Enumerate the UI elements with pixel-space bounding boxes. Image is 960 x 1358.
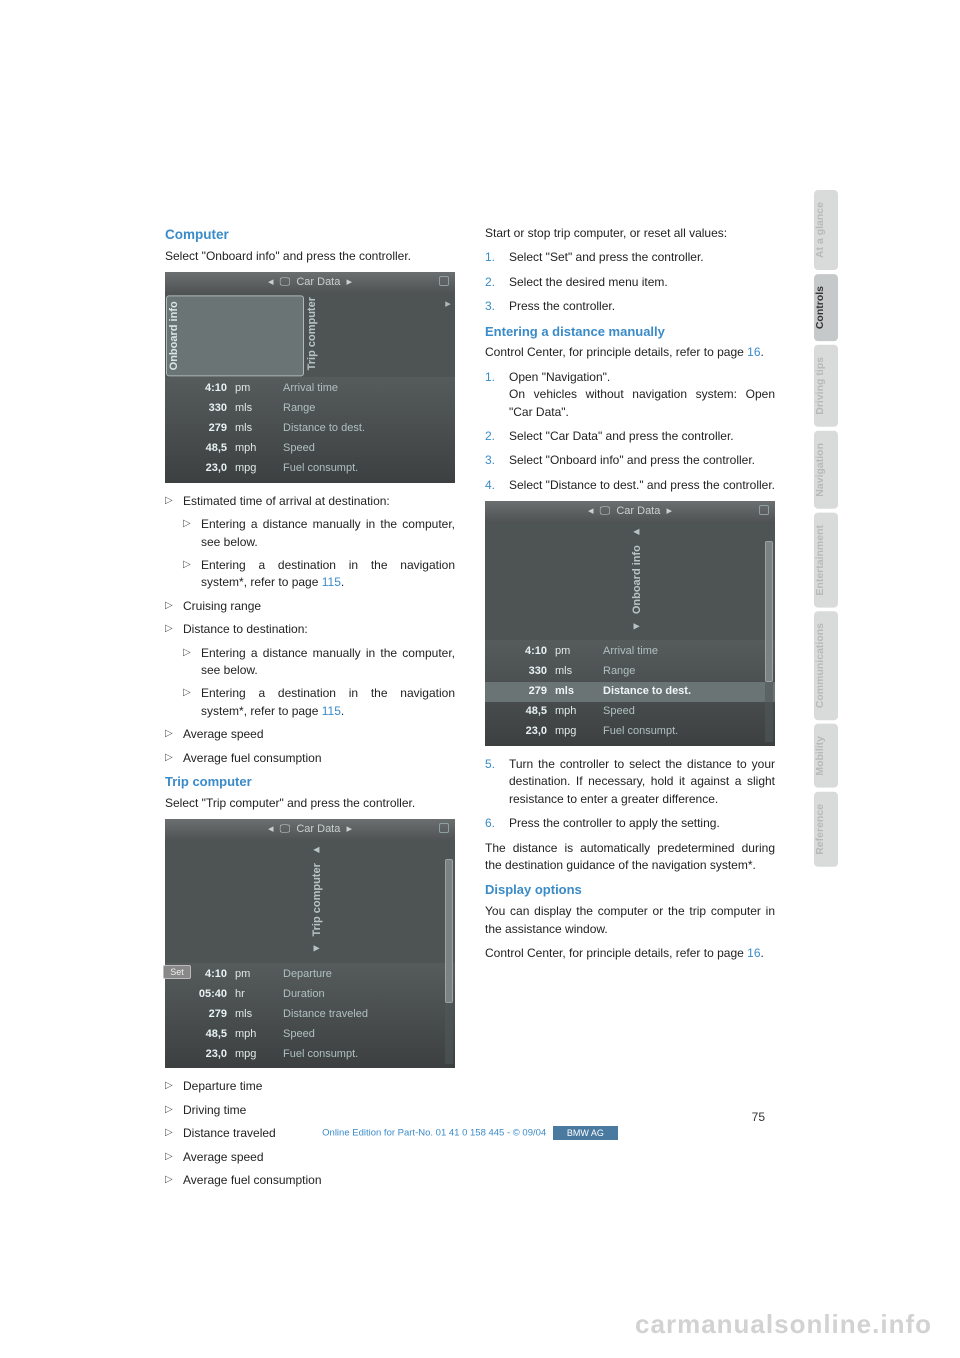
tab-onboard-info: Onboard info <box>166 295 304 376</box>
set-button: Set <box>163 965 191 979</box>
tab-entertainment[interactable]: Entertainment <box>814 513 838 608</box>
list-item: Entering a destination in the navigation… <box>183 685 455 720</box>
table-row: 05:40hrDuration <box>165 985 455 1005</box>
table-row: 48,5mphSpeed <box>485 702 775 722</box>
list-item: 6.Press the controller to apply the sett… <box>485 815 775 832</box>
list-item: Departure time <box>165 1078 455 1095</box>
table-row: 4:10pmArrival time <box>485 642 775 662</box>
subheader-trip: ◂ Trip computer ▸ <box>280 841 340 959</box>
page-footer: 75 Online Edition for Part-No. 01 41 0 1… <box>165 1110 775 1140</box>
page-link[interactable]: 16 <box>747 946 760 960</box>
list-item: Entering a distance manually in the comp… <box>183 645 455 680</box>
table-row: 330mlsRange <box>165 399 455 419</box>
img1-header: ◂ 🖵 Car Data ▸ <box>268 276 352 288</box>
list-item: 3.Select "Onboard info" and press the co… <box>485 452 775 469</box>
page-number: 75 <box>165 1110 775 1124</box>
tab-reference[interactable]: Reference <box>814 792 838 867</box>
table-row: 23,0mpgFuel consumpt. <box>485 722 775 742</box>
watermark: carmanualsonline.info <box>635 1309 932 1340</box>
list-computer-items: Estimated time of arrival at destination… <box>165 493 455 767</box>
table-row: 23,0mpgFuel consumpt. <box>165 459 455 479</box>
right-column: Start or stop trip computer, or reset al… <box>485 225 775 1195</box>
list-item: 2.Select the desired menu item. <box>485 274 775 291</box>
close-icon <box>439 823 449 833</box>
list-item: 2.Select "Car Data" and press the contro… <box>485 428 775 445</box>
list-item: Average speed <box>165 1149 455 1166</box>
arrow-right-icon: ▸ <box>441 294 455 377</box>
list-item: Average fuel consumption <box>165 750 455 767</box>
tab-driving-tips[interactable]: Driving tips <box>814 345 838 427</box>
para-start-stop: Start or stop trip computer, or reset al… <box>485 225 775 242</box>
list-item: Distance to destination: Entering a dist… <box>165 621 455 720</box>
tab-controls[interactable]: Controls <box>814 274 838 341</box>
page-link[interactable]: 115 <box>322 575 341 589</box>
table-row: 48,5mphSpeed <box>165 439 455 459</box>
table-row: 279mlsDistance traveled <box>165 1005 455 1025</box>
list-item: Average fuel consumption <box>165 1172 455 1189</box>
screenshot-distance-to-dest: ◂ 🖵 Car Data ▸ ◂ Onboard info ▸ 4:10pmAr… <box>485 501 775 746</box>
para-computer: Select "Onboard info" and press the cont… <box>165 248 455 265</box>
page-link[interactable]: 16 <box>747 345 760 359</box>
subheader-onboard: ◂ Onboard info ▸ <box>600 523 660 636</box>
table-row: 279mlsDistance to dest. <box>485 682 775 702</box>
tab-at-a-glance[interactable]: At a glance <box>814 190 838 270</box>
side-tabs: At a glance Controls Driving tips Naviga… <box>814 190 838 871</box>
close-icon <box>759 505 769 515</box>
list-item: Estimated time of arrival at destination… <box>165 493 455 592</box>
heading-computer: Computer <box>165 225 455 245</box>
para-trip: Select "Trip computer" and press the con… <box>165 795 455 812</box>
table-row: 23,0mpgFuel consumpt. <box>165 1045 455 1065</box>
tab-trip-computer: Trip computer <box>305 294 441 373</box>
left-column: Computer Select "Onboard info" and press… <box>165 225 455 1195</box>
table-row: 48,5mphSpeed <box>165 1025 455 1045</box>
tab-mobility[interactable]: Mobility <box>814 724 838 788</box>
para-auto-distance: The distance is automatically predetermi… <box>485 840 775 875</box>
img2-header: ◂ 🖵 Car Data ▸ <box>268 823 352 835</box>
para-display-2: Control Center, for principle details, r… <box>485 945 775 962</box>
list-item: Entering a destination in the navigation… <box>183 557 455 592</box>
table-row: 330mlsRange <box>485 662 775 682</box>
para-control-center: Control Center, for principle details, r… <box>485 344 775 361</box>
close-icon <box>439 276 449 286</box>
list-item: Entering a distance manually in the comp… <box>183 516 455 551</box>
list-item: 3.Press the controller. <box>485 298 775 315</box>
list-set-steps: 1.Select "Set" and press the controller.… <box>485 249 775 315</box>
screenshot-trip-computer: ◂ 🖵 Car Data ▸ ◂ Trip computer ▸ Set 4:1… <box>165 819 455 1068</box>
table-row: 4:10pmDeparture <box>165 965 455 985</box>
list-item: 1.Open "Navigation".On vehicles without … <box>485 369 775 421</box>
table-row: 279mlsDistance to dest. <box>165 419 455 439</box>
list-distance-steps: 1.Open "Navigation".On vehicles without … <box>485 369 775 494</box>
footer-bar: BMW AG <box>553 1126 618 1140</box>
footer-text: Online Edition for Part-No. 01 41 0 158 … <box>322 1128 546 1139</box>
para-display-1: You can display the computer or the trip… <box>485 903 775 938</box>
tab-communications[interactable]: Communications <box>814 611 838 720</box>
heading-entering-distance: Entering a distance manually <box>485 323 775 342</box>
list-item: Cruising range <box>165 598 455 615</box>
screenshot-onboard-info: ◂ 🖵 Car Data ▸ Onboard info Trip compute… <box>165 272 455 483</box>
list-item: 4.Select "Distance to dest." and press t… <box>485 477 775 494</box>
list-item: Average speed <box>165 726 455 743</box>
table-row: 4:10pmArrival time <box>165 379 455 399</box>
page-link[interactable]: 115 <box>322 704 341 718</box>
heading-display-options: Display options <box>485 881 775 900</box>
list-item: 5.Turn the controller to select the dist… <box>485 756 775 808</box>
heading-trip-computer: Trip computer <box>165 773 455 792</box>
img3-header: ◂ 🖵 Car Data ▸ <box>588 505 672 517</box>
list-item: 1.Select "Set" and press the controller. <box>485 249 775 266</box>
list-distance-steps-cont: 5.Turn the controller to select the dist… <box>485 756 775 833</box>
tab-navigation[interactable]: Navigation <box>814 431 838 509</box>
